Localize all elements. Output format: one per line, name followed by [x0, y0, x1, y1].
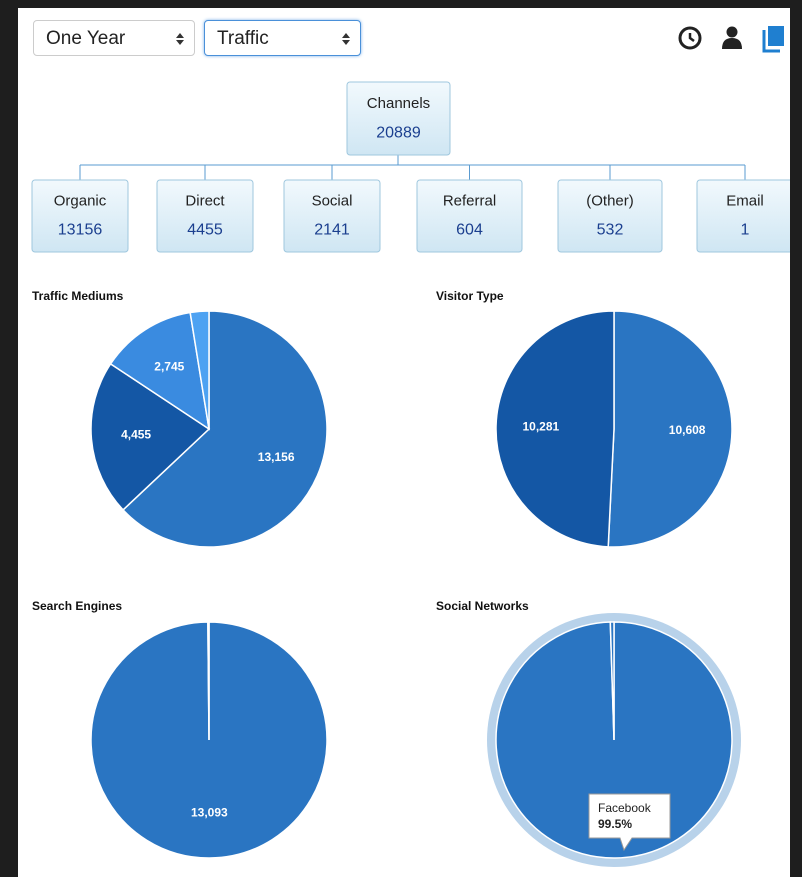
node-label: Channels — [367, 95, 430, 112]
chart-title: Visitor Type — [436, 289, 504, 303]
copy-icon[interactable] — [762, 26, 784, 53]
pie-slice — [607, 310, 733, 548]
user-icon[interactable] — [722, 26, 742, 50]
panel: One Year Traffic Channels 20889 Organic 131… — [18, 8, 790, 877]
node-value: 532 — [597, 222, 624, 239]
node-label: Social — [312, 193, 353, 210]
pie-slice — [90, 362, 211, 511]
tree-node — [696, 179, 790, 253]
period-select[interactable]: One Year — [33, 20, 195, 56]
node-value: 20889 — [376, 124, 421, 141]
node-value: 1 — [741, 222, 750, 239]
pie-slice — [495, 310, 615, 548]
tooltip-value: 99.5% — [598, 817, 632, 831]
charts: Traffic Mediums 13,156 4,455 2,745 Visitor T… — [32, 289, 741, 867]
dashboard: Channels 20889 Organic 13156 Direct 4455 Socia… — [31, 26, 790, 867]
node-value: 4455 — [187, 222, 223, 239]
pie-slice — [609, 621, 615, 741]
node-label: (Other) — [586, 193, 634, 210]
pie-slice — [109, 311, 211, 431]
slice-label: 13,156 — [258, 450, 295, 464]
history-icon[interactable] — [678, 26, 702, 50]
node-label: Organic — [54, 193, 107, 210]
node-value: 604 — [456, 222, 483, 239]
node-value: 13156 — [58, 222, 103, 239]
node-label: Email — [726, 193, 764, 210]
slice-label: 10,608 — [669, 423, 706, 437]
node-value: 2141 — [314, 222, 350, 239]
channel-tree: Channels 20889 Organic 13156 Direct 4455 Socia… — [31, 81, 790, 253]
tree-node — [31, 179, 129, 253]
tooltip-name: Facebook — [598, 801, 652, 815]
pie-slice — [189, 310, 210, 430]
tooltip — [588, 793, 671, 852]
view-text: Traffic — [217, 28, 269, 49]
period-text: One Year — [46, 28, 126, 49]
slice-label: 2,745 — [154, 360, 184, 374]
slice-label: 10,281 — [523, 419, 560, 433]
node-label: Referral — [443, 193, 496, 210]
pie-slice — [207, 621, 210, 741]
tree-node — [283, 179, 381, 253]
tree-node — [416, 179, 523, 253]
select-arrow — [342, 33, 350, 45]
tree-node — [346, 81, 451, 156]
chart-title: Traffic Mediums — [32, 289, 124, 303]
chart-title: Search Engines — [32, 599, 122, 613]
slice-label: 4,455 — [121, 427, 151, 441]
chart-title: Social Networks — [436, 599, 529, 613]
slice-label: 13,093 — [191, 805, 228, 819]
pie-slice — [122, 310, 328, 548]
view-select[interactable]: Traffic — [204, 20, 361, 56]
tree-node — [156, 179, 254, 253]
select-arrow — [176, 33, 184, 45]
node-label: Direct — [185, 193, 225, 210]
tree-node — [557, 179, 663, 253]
